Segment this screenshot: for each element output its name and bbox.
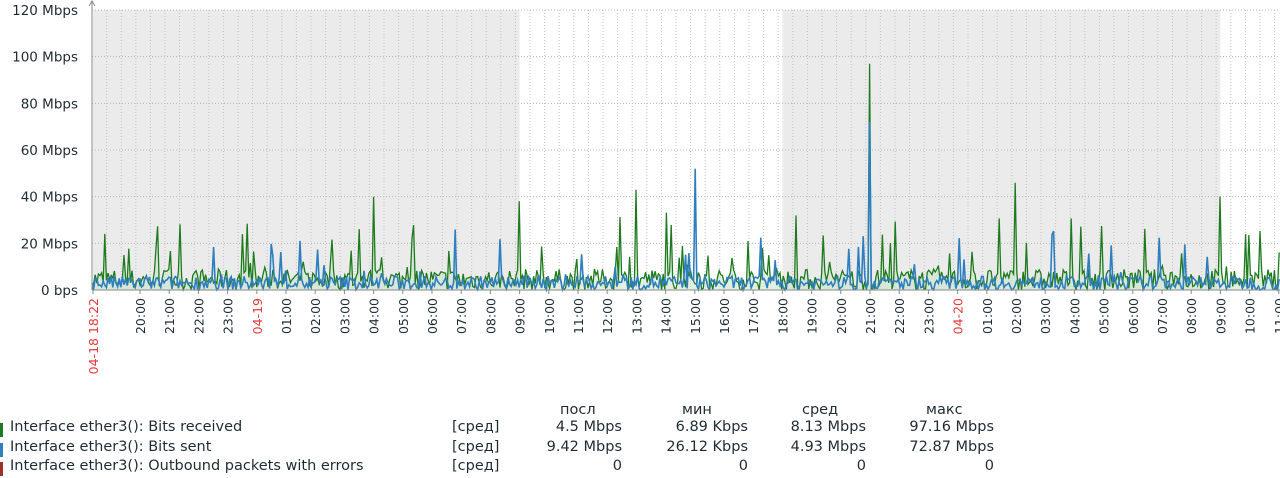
- x-tick-label: 12:00: [600, 298, 615, 334]
- x-tick-label: 04-18 18:22: [86, 298, 101, 374]
- series-line-sent: [91, 121, 1280, 293]
- x-tick-label: 10:00: [1243, 298, 1258, 334]
- x-tick-label: 09:00: [1213, 298, 1228, 334]
- x-tick-label: 02:00: [308, 298, 323, 334]
- y-axis-tick-labels: 0 bps 20 Mbps 40 Mbps 60 Mbps 80 Mbps 100 Mbp…: [12, 3, 78, 299]
- legend-last-value: 4.5 Mbps: [555, 419, 622, 435]
- series-lines: [91, 63, 1280, 293]
- sent-color-swatch: [0, 443, 3, 457]
- x-tick-label: 01:00: [980, 298, 995, 334]
- legend-series-name: Interface ether3(): Outbound packets wit…: [10, 458, 364, 474]
- x-tick-label: 03:00: [337, 298, 352, 334]
- x-tick-label: 11:00: [571, 298, 586, 334]
- x-tick-label: 20:00: [133, 298, 148, 334]
- legend-header-avg: сред: [802, 402, 839, 418]
- legend-max-value: 72.87 Mbps: [909, 439, 994, 455]
- x-tick-label: 23:00: [221, 298, 236, 334]
- x-tick-label: 09:00: [513, 298, 528, 334]
- x-tick-label: 18:00: [775, 298, 790, 334]
- x-tick-label: 21:00: [162, 298, 177, 334]
- x-tick-label: 21:00: [863, 298, 878, 334]
- legend-header-min: мин: [682, 402, 712, 418]
- y-tick-label: 80 Mbps: [21, 96, 78, 112]
- x-tick-label: 03:00: [1038, 298, 1053, 334]
- legend-min-value: 26.12 Kbps: [666, 439, 748, 455]
- errors-color-swatch: [0, 462, 3, 476]
- legend-min-value: 6.89 Kbps: [675, 419, 748, 435]
- x-tick-label: 20:00: [834, 298, 849, 334]
- x-tick-label: 10:00: [542, 298, 557, 334]
- x-tick-label: 08:00: [1184, 298, 1199, 334]
- x-tick-label: 05:00: [1097, 298, 1112, 334]
- x-tick-label: 23:00: [921, 298, 936, 334]
- legend-row-received: Interface ether3(): Bits received [сред]…: [0, 419, 1280, 439]
- legend-row-sent: Interface ether3(): Bits sent [сред] 9.4…: [0, 439, 1280, 459]
- legend-function: [сред]: [452, 419, 500, 435]
- legend-max-value: 97.16 Mbps: [909, 419, 994, 435]
- x-tick-label: 16:00: [717, 298, 732, 334]
- y-tick-label: 40 Mbps: [21, 190, 78, 206]
- legend-min-value: 0: [738, 458, 748, 474]
- legend-avg-value: 0: [856, 458, 866, 474]
- legend-header-last: посл: [560, 402, 596, 418]
- x-tick-label: 22:00: [892, 298, 907, 334]
- y-axis-arrow: [88, 0, 96, 7]
- chart-axes: [88, 0, 1280, 294]
- received-color-swatch: [0, 423, 3, 437]
- x-tick-label: 04:00: [367, 298, 382, 334]
- x-tick-label: 05:00: [396, 298, 411, 334]
- x-tick-label: 08:00: [483, 298, 498, 334]
- legend-header-max: макс: [926, 402, 963, 418]
- legend-max-value: 0: [984, 458, 994, 474]
- x-tick-label: 17:00: [746, 298, 761, 334]
- traffic-chart: 0 bps 20 Mbps 40 Mbps 60 Mbps 80 Mbps 100 Mbp…: [12, 0, 1280, 374]
- x-tick-label: 07:00: [1155, 298, 1170, 334]
- x-tick-label: 07:00: [454, 298, 469, 334]
- x-tick-label: 04-19: [250, 298, 265, 334]
- chart-legend: посл мин сред макс Interface ether3(): B…: [0, 400, 1280, 476]
- legend-function: [сред]: [452, 458, 500, 474]
- x-tick-label: 04:00: [1067, 298, 1082, 334]
- x-tick-label: 01:00: [279, 298, 294, 334]
- y-tick-label: 20 Mbps: [21, 236, 78, 252]
- x-tick-label: 06:00: [1126, 298, 1141, 334]
- x-tick-label: 02:00: [1009, 298, 1024, 334]
- x-tick-label: 22:00: [191, 298, 206, 334]
- x-tick-label: 15:00: [688, 298, 703, 334]
- x-tick-label: 19:00: [805, 298, 820, 334]
- y-tick-label: 0 bps: [41, 283, 78, 299]
- x-tick-label: 04-20: [951, 298, 966, 334]
- series-line-received: [91, 63, 1280, 293]
- x-tick-label: 11:00: [1272, 298, 1280, 334]
- legend-avg-value: 8.13 Mbps: [790, 419, 866, 435]
- legend-last-value: 9.42 Mbps: [546, 439, 622, 455]
- legend-series-name: Interface ether3(): Bits sent: [10, 439, 212, 455]
- legend-last-value: 0: [612, 458, 622, 474]
- y-tick-label: 60 Mbps: [21, 143, 78, 159]
- legend-function: [сред]: [452, 439, 500, 455]
- x-axis-tick-labels: 04-18 18:22 20:00 21:00 22:00 23:00 04-19 01:0…: [86, 298, 1280, 374]
- x-tick-label: 13:00: [629, 298, 644, 334]
- legend-avg-value: 4.93 Mbps: [790, 439, 866, 455]
- x-tick-label: 14:00: [659, 298, 674, 334]
- y-tick-label: 120 Mbps: [12, 3, 78, 19]
- legend-row-errors: Interface ether3(): Outbound packets wit…: [0, 458, 1280, 478]
- x-tick-label: 06:00: [425, 298, 440, 334]
- legend-series-name: Interface ether3(): Bits received: [10, 419, 243, 435]
- y-tick-label: 100 Mbps: [12, 50, 78, 66]
